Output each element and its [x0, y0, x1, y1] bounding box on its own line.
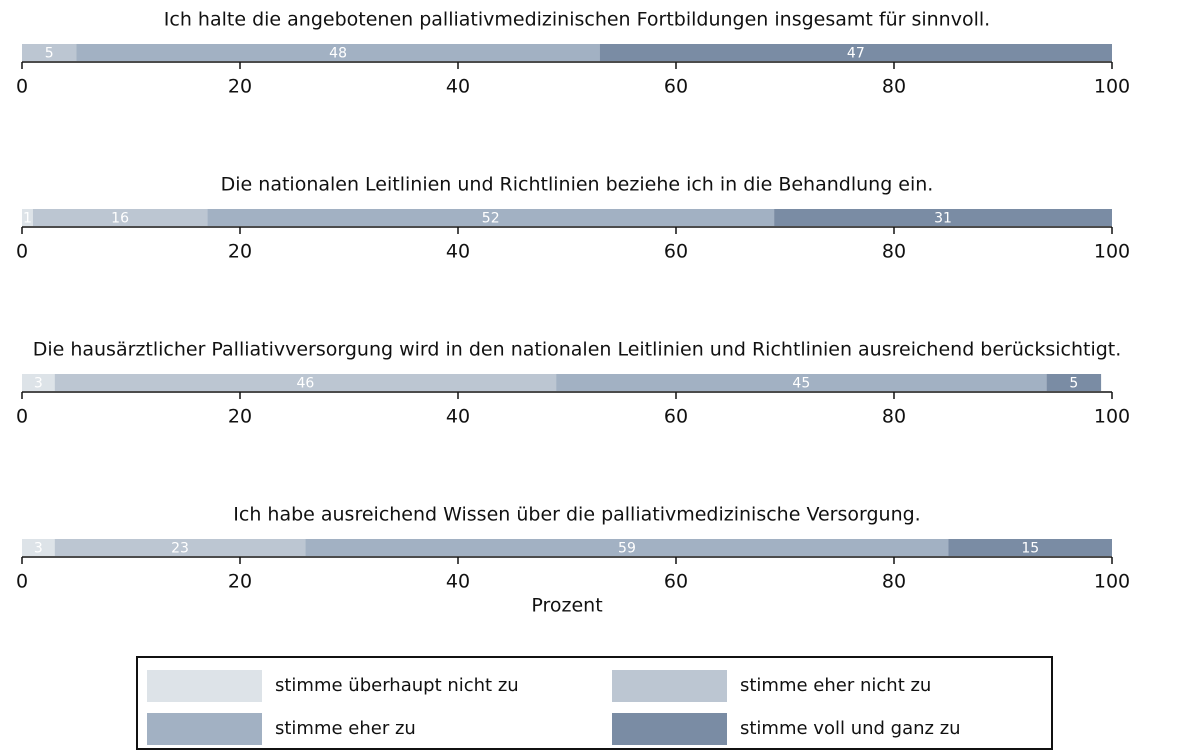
bar-segment — [22, 539, 55, 556]
value-label: 16 — [111, 211, 129, 227]
x-tick-label: 80 — [882, 571, 906, 593]
legend-label: stimme überhaupt nicht zu — [275, 675, 519, 696]
legend-box — [136, 656, 1053, 750]
legend-swatch — [612, 670, 727, 702]
value-label: 47 — [847, 46, 865, 62]
x-tick-label: 100 — [1094, 571, 1130, 593]
bar-segment — [599, 44, 1112, 61]
value-label: 1 — [23, 211, 32, 227]
bar-segment — [948, 539, 1112, 556]
x-tick-label: 60 — [664, 76, 688, 98]
x-tick-label: 0 — [16, 76, 28, 98]
legend-swatch — [147, 713, 262, 745]
x-tick-label: 40 — [446, 406, 470, 428]
value-label: 5 — [1069, 376, 1078, 392]
legend-swatch — [612, 713, 727, 745]
value-label: 3 — [34, 376, 43, 392]
bar-segment — [22, 44, 77, 61]
value-label: 46 — [296, 376, 314, 392]
x-tick-label: 40 — [446, 571, 470, 593]
bar-title: Die nationalen Leitlinien und Richtlinie… — [221, 174, 934, 196]
bar-title: Die hausärztlicher Palliativversorgung w… — [33, 339, 1122, 361]
value-label: 23 — [171, 541, 189, 557]
bar-segment — [774, 209, 1112, 226]
x-tick-label: 20 — [228, 76, 252, 98]
x-tick-label: 100 — [1094, 241, 1130, 263]
bar-segment — [76, 44, 600, 61]
value-label: 5 — [45, 46, 54, 62]
value-label: 45 — [792, 376, 810, 392]
value-label: 59 — [618, 541, 636, 557]
value-label: 48 — [329, 46, 347, 62]
legend-label: stimme eher nicht zu — [740, 675, 931, 696]
x-tick-label: 0 — [16, 571, 28, 593]
bar-title: Ich habe ausreichend Wissen über die pal… — [233, 504, 920, 526]
value-label: 3 — [34, 541, 43, 557]
bar-segment — [22, 374, 55, 391]
bar-segment — [54, 539, 306, 556]
bar-segment — [556, 374, 1047, 391]
bar-segment — [32, 209, 208, 226]
x-tick-label: 40 — [446, 76, 470, 98]
x-axis-label: Prozent — [531, 595, 602, 617]
bar-segment — [207, 209, 775, 226]
value-label: 15 — [1021, 541, 1039, 557]
bar-title: Ich halte die angebotenen palliativmediz… — [164, 9, 990, 31]
x-tick-label: 0 — [16, 241, 28, 263]
x-tick-label: 20 — [228, 571, 252, 593]
x-tick-label: 20 — [228, 406, 252, 428]
value-label: 52 — [482, 211, 500, 227]
x-tick-label: 20 — [228, 241, 252, 263]
bar-segment — [54, 374, 557, 391]
value-label: 31 — [934, 211, 952, 227]
x-tick-label: 60 — [664, 406, 688, 428]
bar-segment — [305, 539, 949, 556]
x-tick-label: 60 — [664, 571, 688, 593]
x-tick-label: 0 — [16, 406, 28, 428]
bar-segment — [1046, 374, 1102, 391]
legend-label: stimme voll und ganz zu — [740, 718, 961, 739]
x-tick-label: 60 — [664, 241, 688, 263]
x-tick-label: 100 — [1094, 76, 1130, 98]
legend-swatch — [147, 670, 262, 702]
x-tick-label: 40 — [446, 241, 470, 263]
legend-label: stimme eher zu — [275, 718, 416, 739]
x-tick-label: 100 — [1094, 406, 1130, 428]
x-tick-label: 80 — [882, 76, 906, 98]
x-tick-label: 80 — [882, 406, 906, 428]
x-tick-label: 80 — [882, 241, 906, 263]
bar-segment — [22, 209, 33, 226]
